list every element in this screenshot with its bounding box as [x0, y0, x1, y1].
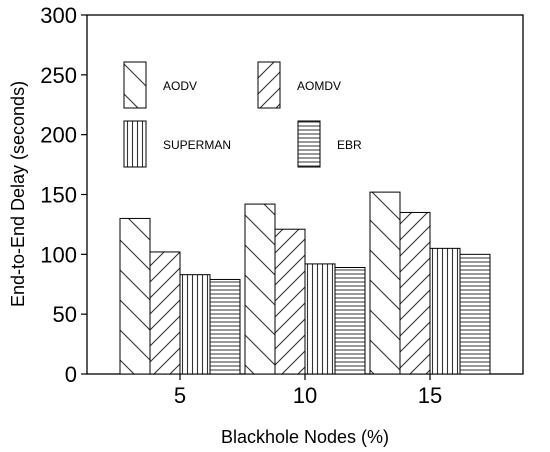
- y-axis-ticks: 0 50 100 150 200 250 300: [40, 3, 87, 387]
- bar-series: [119, 191, 491, 375]
- bar-superman-15: [429, 247, 461, 375]
- y-tick-label: 0: [65, 362, 77, 387]
- y-tick-label: 100: [40, 242, 77, 267]
- legend-swatch-aodv: [123, 61, 147, 109]
- legend-label-aodv: AODV: [163, 79, 197, 93]
- y-tick-label: 200: [40, 123, 77, 148]
- bar-aomdv-10: [274, 228, 306, 375]
- x-axis-ticks: 5 10 15: [174, 374, 442, 408]
- bar-aodv-10: [244, 203, 276, 375]
- bar-superman-10: [304, 263, 336, 375]
- legend-swatch-aomdv: [257, 61, 281, 109]
- bar-ebr-10: [334, 266, 366, 375]
- x-tick-label: 15: [418, 383, 442, 408]
- bar-aomdv-5: [149, 251, 181, 375]
- bar-aodv-15: [369, 191, 401, 375]
- y-tick-label: 150: [40, 183, 77, 208]
- legend-label-superman: SUPERMAN: [163, 138, 231, 152]
- legend-swatch-ebr: [297, 120, 321, 168]
- bar-aomdv-15: [399, 211, 431, 375]
- bar-aodv-5: [119, 217, 151, 375]
- x-tick-label: 5: [174, 383, 186, 408]
- legend-label-ebr: EBR: [337, 138, 362, 152]
- bar-ebr-5: [209, 278, 241, 375]
- bar-ebr-15: [459, 253, 491, 375]
- legend-label-aomdv: AOMDV: [297, 79, 341, 93]
- x-axis-title: Blackhole Nodes (%): [221, 427, 389, 447]
- bar-superman-5: [179, 274, 211, 375]
- y-axis-title: End-to-End Delay (seconds): [8, 81, 28, 307]
- legend-swatch-superman: [123, 120, 147, 168]
- legend: AODV AOMDV SUPERMAN EBR: [123, 61, 362, 168]
- y-tick-label: 250: [40, 63, 77, 88]
- y-tick-label: 300: [40, 3, 77, 28]
- y-tick-label: 50: [53, 302, 77, 327]
- x-tick-label: 10: [293, 383, 317, 408]
